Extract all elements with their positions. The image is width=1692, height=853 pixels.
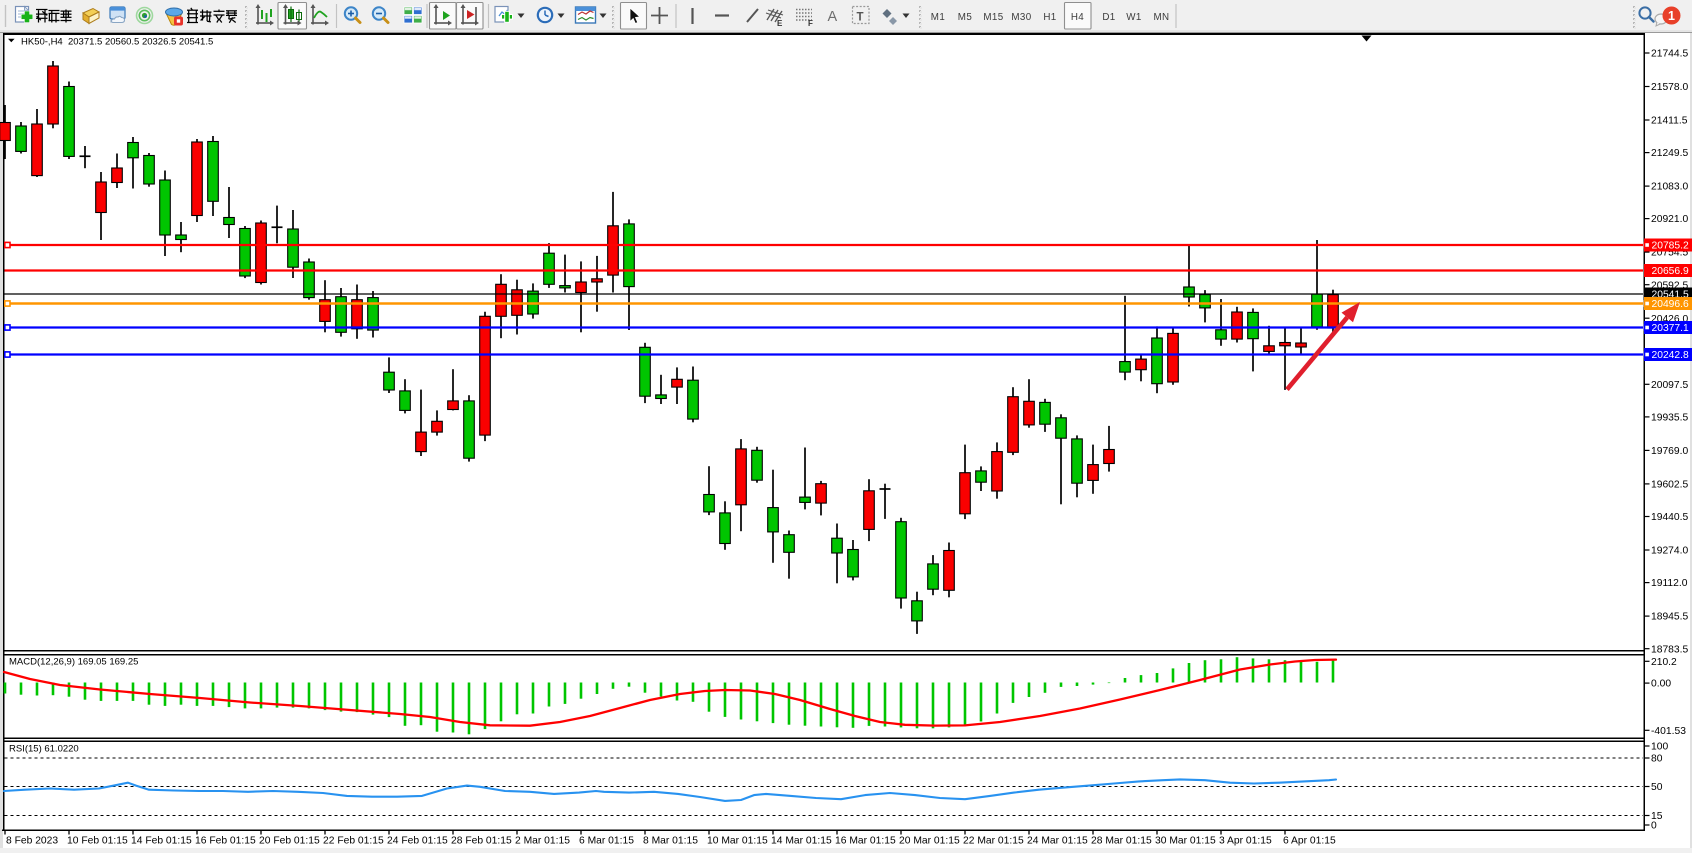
svg-text:18945.5: 18945.5	[1651, 612, 1688, 623]
svg-text:22 Feb 01:15: 22 Feb 01:15	[323, 836, 384, 847]
svg-text:2 Mar 01:15: 2 Mar 01:15	[515, 836, 570, 847]
svg-text:15: 15	[1651, 811, 1663, 822]
svg-text:20754.5: 20754.5	[1651, 248, 1688, 259]
svg-text:20377.1: 20377.1	[1652, 323, 1689, 334]
svg-text:HK50-,H4 20371.5 20560.5 2032: HK50-,H4 20371.5 20560.5 20326.5 20541.5	[21, 36, 213, 47]
svg-text:8 Mar 01:15: 8 Mar 01:15	[643, 836, 698, 847]
svg-text:19935.5: 19935.5	[1651, 413, 1688, 424]
svg-text:14 Mar 01:15: 14 Mar 01:15	[771, 836, 832, 847]
svg-text:-401.53: -401.53	[1651, 726, 1686, 737]
svg-text:30 Mar 01:15: 30 Mar 01:15	[1155, 836, 1216, 847]
svg-text:MN: MN	[1153, 12, 1169, 23]
svg-text:20 Mar 01:15: 20 Mar 01:15	[899, 836, 960, 847]
svg-text:20 Feb 01:15: 20 Feb 01:15	[259, 836, 320, 847]
svg-text:H1: H1	[1043, 12, 1056, 23]
svg-text:0: 0	[1651, 821, 1657, 832]
svg-text:210.2: 210.2	[1651, 657, 1677, 668]
svg-text:10 Feb 01:15: 10 Feb 01:15	[67, 836, 128, 847]
svg-text:19274.0: 19274.0	[1651, 546, 1688, 557]
svg-text:W1: W1	[1126, 12, 1142, 23]
svg-text:RSI(15) 61.0220: RSI(15) 61.0220	[9, 744, 79, 755]
svg-text:100: 100	[1651, 742, 1668, 753]
svg-text:18783.5: 18783.5	[1651, 644, 1688, 655]
svg-text:H4: H4	[1071, 12, 1084, 23]
svg-text:A: A	[828, 9, 838, 25]
svg-text:M5: M5	[958, 12, 973, 23]
svg-text:M15: M15	[983, 12, 1003, 23]
svg-text:21744.5: 21744.5	[1651, 49, 1688, 60]
svg-text:28 Feb 01:15: 28 Feb 01:15	[451, 836, 512, 847]
svg-text:20496.6: 20496.6	[1652, 299, 1689, 310]
svg-text:20426.0: 20426.0	[1651, 314, 1688, 325]
svg-text:0.00: 0.00	[1651, 679, 1671, 690]
svg-text:6 Mar 01:15: 6 Mar 01:15	[579, 836, 634, 847]
svg-text:14 Feb 01:15: 14 Feb 01:15	[131, 836, 192, 847]
svg-text:20785.2: 20785.2	[1652, 241, 1689, 252]
svg-text:20921.0: 20921.0	[1651, 214, 1688, 225]
svg-text:16 Feb 01:15: 16 Feb 01:15	[195, 836, 256, 847]
svg-text:21411.5: 21411.5	[1651, 116, 1688, 127]
svg-text:50: 50	[1651, 782, 1663, 793]
svg-text:21578.0: 21578.0	[1651, 82, 1688, 93]
svg-text:T: T	[857, 12, 864, 24]
svg-text:19112.0: 19112.0	[1651, 578, 1688, 589]
svg-text:28 Mar 01:15: 28 Mar 01:15	[1091, 836, 1152, 847]
svg-text:19440.5: 19440.5	[1651, 512, 1688, 523]
svg-text:21249.5: 21249.5	[1651, 148, 1688, 159]
svg-text:24 Feb 01:15: 24 Feb 01:15	[387, 836, 448, 847]
svg-text:E: E	[777, 19, 783, 28]
svg-text:19769.0: 19769.0	[1651, 446, 1688, 457]
svg-text:20242.8: 20242.8	[1652, 350, 1689, 361]
svg-text:F: F	[808, 19, 813, 28]
svg-text:22 Mar 01:15: 22 Mar 01:15	[963, 836, 1024, 847]
svg-text:20656.9: 20656.9	[1652, 266, 1689, 277]
svg-text:21083.0: 21083.0	[1651, 182, 1688, 193]
svg-text:3 Apr 01:15: 3 Apr 01:15	[1219, 836, 1272, 847]
svg-text:16 Mar 01:15: 16 Mar 01:15	[835, 836, 896, 847]
svg-text:80: 80	[1651, 754, 1663, 765]
svg-text:M1: M1	[931, 12, 945, 23]
svg-text:20541.5: 20541.5	[1652, 290, 1689, 301]
svg-text:19602.5: 19602.5	[1651, 480, 1688, 491]
svg-text:MACD(12,26,9) 169.05 169.25: MACD(12,26,9) 169.05 169.25	[9, 657, 138, 668]
svg-text:20097.5: 20097.5	[1651, 380, 1688, 391]
svg-text:M30: M30	[1011, 12, 1031, 23]
svg-text:20592.5: 20592.5	[1651, 280, 1688, 291]
svg-text:1: 1	[1668, 9, 1675, 23]
svg-text:24 Mar 01:15: 24 Mar 01:15	[1027, 836, 1088, 847]
svg-text:D1: D1	[1102, 12, 1115, 23]
svg-text:8 Feb 2023: 8 Feb 2023	[6, 836, 58, 847]
svg-text:6 Apr 01:15: 6 Apr 01:15	[1283, 836, 1336, 847]
svg-text:10 Mar 01:15: 10 Mar 01:15	[707, 836, 768, 847]
